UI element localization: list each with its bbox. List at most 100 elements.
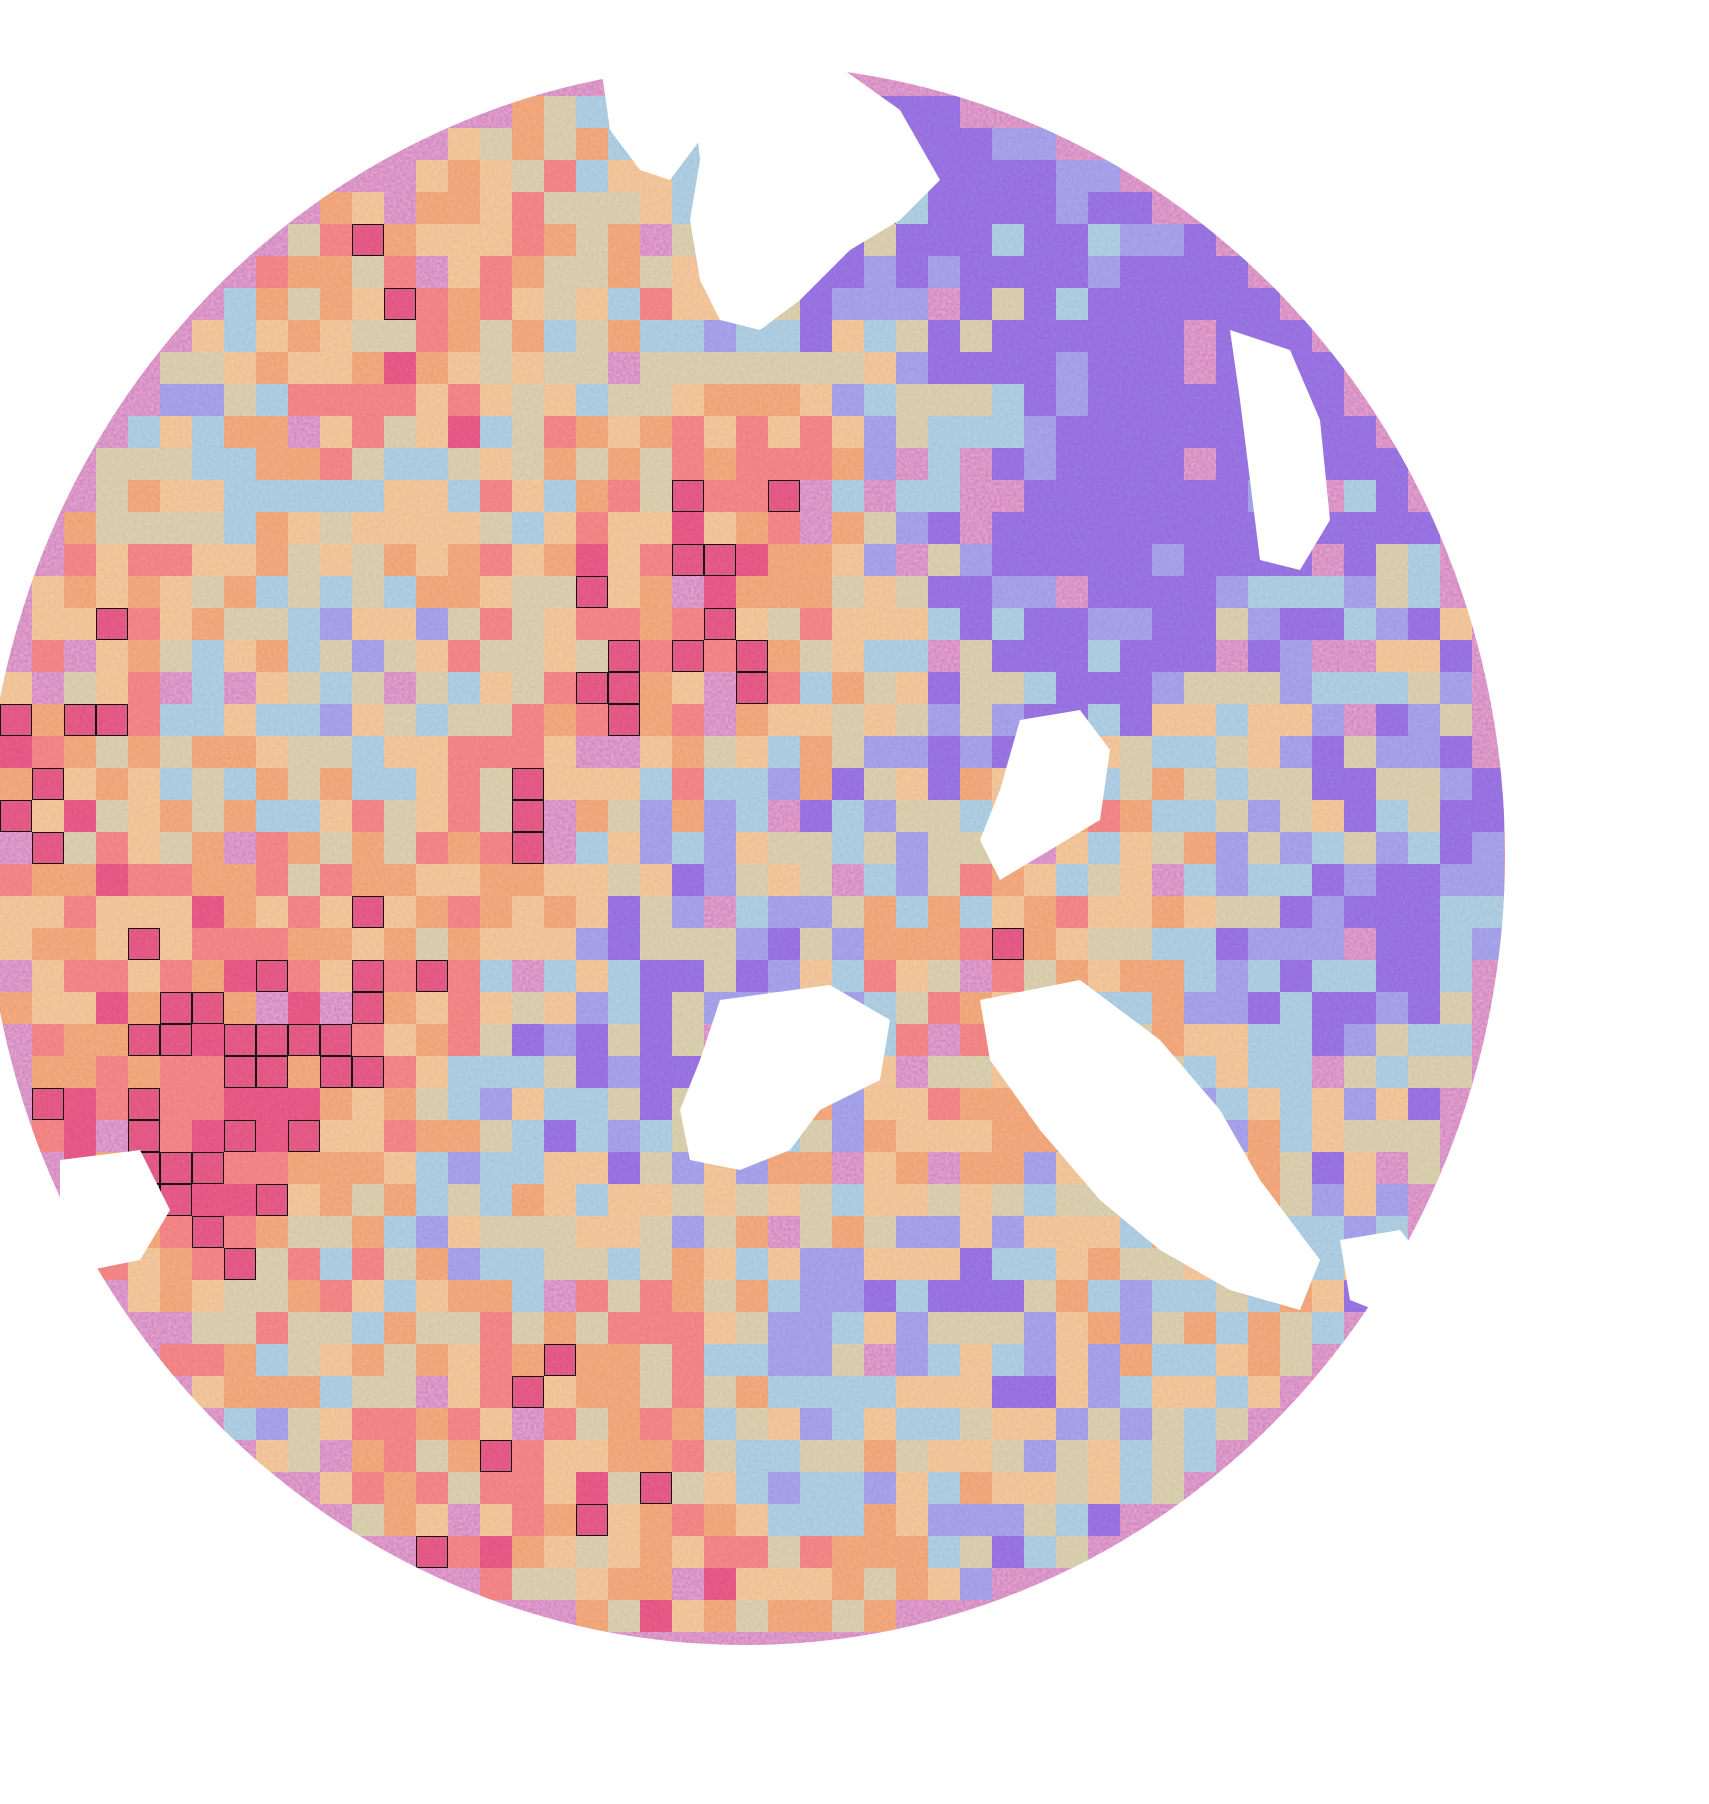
heatmap-tile: [384, 1312, 416, 1344]
heatmap-tile: [192, 896, 224, 928]
heatmap-tile: [992, 1376, 1024, 1408]
heatmap-tile: [1152, 768, 1184, 800]
heatmap-tile: [928, 1504, 960, 1536]
heatmap-tile: [320, 832, 352, 864]
heatmap-tile: [704, 544, 736, 576]
heatmap-tile: [736, 1504, 768, 1536]
heatmap-tile: [384, 1056, 416, 1088]
heatmap-tile: [256, 704, 288, 736]
heatmap-tile: [608, 544, 640, 576]
heatmap-tile: [1184, 256, 1216, 288]
heatmap-tile: [640, 832, 672, 864]
heatmap-tile: [320, 1152, 352, 1184]
heatmap-tile: [672, 640, 704, 672]
heatmap-tile: [960, 1248, 992, 1280]
heatmap-tile: [1376, 960, 1408, 992]
heatmap-tile: [448, 672, 480, 704]
heatmap-tile: [768, 640, 800, 672]
high-score-outline: [96, 608, 128, 640]
heatmap-tile: [512, 320, 544, 352]
lumen-center: [680, 985, 890, 1170]
heatmap-tile: [928, 1344, 960, 1376]
heatmap-tile: [256, 1376, 288, 1408]
heatmap-tile: [1024, 640, 1056, 672]
heatmap-tile: [512, 256, 544, 288]
heatmap-tile: [896, 928, 928, 960]
heatmap-tile: [1312, 960, 1344, 992]
high-score-outline: [384, 288, 416, 320]
heatmap-tile: [352, 1216, 384, 1248]
heatmap-tile: [960, 1408, 992, 1440]
heatmap-tile: [896, 512, 928, 544]
heatmap-tile: [608, 704, 640, 736]
heatmap-tile: [288, 224, 320, 256]
high-score-outline: [128, 1024, 160, 1056]
heatmap-tile: [1120, 800, 1152, 832]
heatmap-tile: [384, 352, 416, 384]
heatmap-tile: [352, 1408, 384, 1440]
heatmap-tile: [416, 736, 448, 768]
heatmap-tile: [768, 1568, 800, 1600]
heatmap-tile: [960, 320, 992, 352]
heatmap-tile: [736, 480, 768, 512]
heatmap-tile: [384, 1088, 416, 1120]
heatmap-tile: [1248, 1120, 1280, 1152]
heatmap-tile: [1312, 832, 1344, 864]
heatmap-tile: [32, 1024, 64, 1056]
heatmap-tile: [544, 704, 576, 736]
heatmap-tile: [800, 1536, 832, 1568]
heatmap-tile: [928, 384, 960, 416]
heatmap-tile: [768, 768, 800, 800]
heatmap-tile: [128, 480, 160, 512]
heatmap-tile: [64, 864, 96, 896]
heatmap-tile: [672, 288, 704, 320]
heatmap-tile: [736, 1472, 768, 1504]
heatmap-tile: [1376, 800, 1408, 832]
heatmap-tile: [992, 352, 1024, 384]
heatmap-tile: [1088, 832, 1120, 864]
heatmap-tile: [416, 1280, 448, 1312]
heatmap-tile: [608, 1376, 640, 1408]
heatmap-tile: [32, 864, 64, 896]
heatmap-tile: [160, 800, 192, 832]
heatmap-tile: [1344, 1024, 1376, 1056]
heatmap-tile: [256, 1056, 288, 1088]
heatmap-tile: [640, 1568, 672, 1600]
heatmap-tile: [1024, 1536, 1056, 1568]
heatmap-tile: [640, 1408, 672, 1440]
heatmap-tile: [288, 288, 320, 320]
heatmap-tile: [992, 1312, 1024, 1344]
heatmap-tile: [256, 640, 288, 672]
heatmap-tile: [672, 928, 704, 960]
heatmap-tile: [1120, 352, 1152, 384]
heatmap-tile: [672, 992, 704, 1024]
heatmap-tile: [1344, 672, 1376, 704]
heatmap-tile: [768, 832, 800, 864]
heatmap-tile: [800, 1312, 832, 1344]
heatmap-tile: [1056, 256, 1088, 288]
heatmap-tile: [672, 352, 704, 384]
heatmap-tile: [544, 640, 576, 672]
heatmap-tile: [448, 1408, 480, 1440]
heatmap-tile: [384, 768, 416, 800]
heatmap-tile: [736, 448, 768, 480]
heatmap-tile: [640, 1216, 672, 1248]
heatmap-tile: [800, 1280, 832, 1312]
heatmap-tile: [32, 992, 64, 1024]
heatmap-tile: [416, 1056, 448, 1088]
heatmap-tile: [992, 160, 1024, 192]
heatmap-tile: [864, 1536, 896, 1568]
heatmap-tile: [416, 640, 448, 672]
heatmap-tile: [320, 608, 352, 640]
heatmap-tile: [928, 1088, 960, 1120]
heatmap-tile: [224, 1088, 256, 1120]
heatmap-tile: [288, 992, 320, 1024]
heatmap-tile: [384, 1280, 416, 1312]
heatmap-tile: [1184, 992, 1216, 1024]
heatmap-tile: [1024, 1440, 1056, 1472]
heatmap-tile: [224, 480, 256, 512]
heatmap-tile: [896, 1472, 928, 1504]
heatmap-tile: [192, 416, 224, 448]
heatmap-tile: [960, 384, 992, 416]
heatmap-tile: [192, 768, 224, 800]
